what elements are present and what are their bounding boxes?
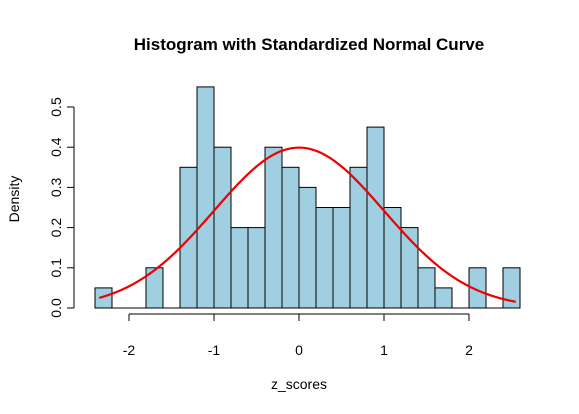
histogram-bar [434,287,453,309]
histogram-bar [264,146,283,309]
histogram-bars [94,86,521,309]
histogram-bar [196,86,215,309]
x-tick-label: 2 [465,342,473,358]
histogram-bar [145,267,164,309]
histogram-bar [247,227,266,309]
histogram-bar [332,207,351,309]
histogram-bar [417,267,436,309]
y-tick-label: 0.0 [48,298,64,318]
y-axis-label: Density [6,176,22,223]
y-tick-label: 0.1 [48,258,64,278]
histogram-bar [94,287,113,309]
histogram-bar [298,186,317,309]
histogram-bar [468,267,487,309]
histogram-bar [213,146,232,309]
x-tick-label: 1 [380,342,388,358]
chart-title: Histogram with Standardized Normal Curve [134,35,484,54]
histogram-bar [315,207,334,309]
x-tick-label: -2 [123,342,136,358]
y-axis: 0.0 0.1 0.2 0.3 0.4 0.5 [48,97,75,318]
y-tick-label: 0.2 [48,218,64,238]
histogram-bar [281,166,300,309]
y-tick-label: 0.3 [48,177,64,197]
histogram-bar [502,267,521,309]
normal-curve-line [98,146,516,303]
y-tick-label: 0.4 [48,137,64,157]
x-axis-label: z_scores [271,376,327,392]
y-tick-label: 0.5 [48,97,64,117]
histogram-bar [366,126,385,309]
x-tick-label: 0 [295,342,303,358]
x-tick-label: -1 [208,342,221,358]
x-axis: -2 -1 0 1 2 [123,313,473,358]
histogram-bar [383,207,402,309]
histogram-bar [230,227,249,309]
